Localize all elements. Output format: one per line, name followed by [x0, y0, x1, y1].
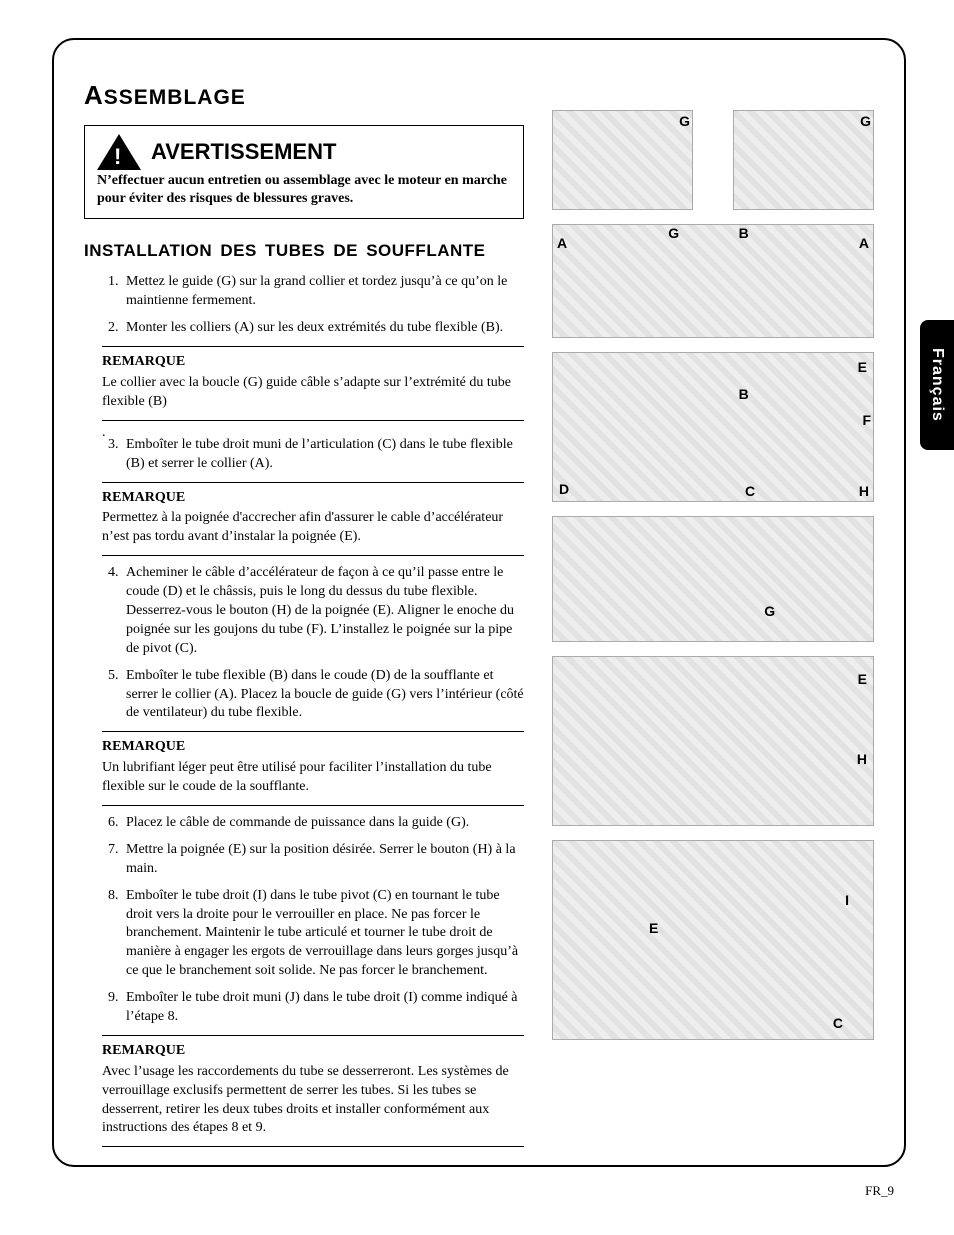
figure-4: G	[552, 516, 874, 642]
figure-label: H	[857, 751, 867, 767]
figure-column: G G A G B A B E F D C H G	[552, 80, 874, 1135]
language-side-tab: Français	[920, 320, 954, 450]
figure-3: B E F D C H	[552, 352, 874, 502]
steps-list-b: Emboîter le tube droit muni de l’articul…	[84, 436, 524, 474]
section-title: Assemblage	[84, 80, 524, 111]
figure-label: I	[845, 892, 849, 908]
step-6: Placez le câble de commande de puissance…	[122, 814, 524, 833]
figure-label: C	[833, 1015, 843, 1031]
note-4-body: Avec l’usage les raccordements du tube s…	[102, 1063, 524, 1139]
note-label: REMARQUE	[102, 353, 524, 372]
step-7: Mettre la poignée (E) sur la position dé…	[122, 841, 524, 879]
note-1-body: Le collier avec la boucle (G) guide câbl…	[102, 374, 524, 412]
figure-label: E	[858, 359, 867, 375]
note-1: REMARQUE Le collier avec la boucle (G) g…	[102, 346, 524, 421]
note-4: REMARQUE Avec l’usage les raccordements …	[102, 1035, 524, 1147]
step-9: Emboîter le tube droit muni (J) dans le …	[122, 989, 524, 1027]
warning-box: AVERTISSEMENT N’effectuer aucun entretie…	[84, 125, 524, 219]
figure-label: E	[649, 920, 658, 936]
steps-list-d: Placez le câble de commande de puissance…	[84, 814, 524, 1027]
step-8: Emboîter le tube droit (I) dans le tube …	[122, 887, 524, 981]
warning-triangle-icon	[97, 134, 141, 170]
note-2: REMARQUE Permettez à la poignée d'accrec…	[102, 482, 524, 557]
figure-1b: G	[733, 110, 874, 210]
continuation-dot: .	[102, 429, 524, 436]
figure-label: A	[859, 235, 869, 251]
figure-label: G	[764, 603, 775, 619]
warning-body: N’effectuer aucun entretien ou assemblag…	[97, 172, 511, 208]
page-frame: Assemblage AVERTISSEMENT N’effectuer auc…	[52, 38, 906, 1167]
text-column: Assemblage AVERTISSEMENT N’effectuer auc…	[84, 80, 524, 1135]
note-3-body: Un lubrifiant léger peut être utilisé po…	[102, 759, 524, 797]
step-1: Mettez le guide (G) sur la grand collier…	[122, 273, 524, 311]
page-number: FR_9	[865, 1183, 894, 1199]
note-label: REMARQUE	[102, 489, 524, 508]
figure-1a: G	[552, 110, 693, 210]
steps-list-c: Acheminer le câble d’accélérateur de faç…	[84, 564, 524, 723]
warning-header: AVERTISSEMENT	[97, 134, 511, 170]
steps-list-a: Mettez le guide (G) sur la grand collier…	[84, 273, 524, 338]
figure-label: B	[739, 386, 749, 402]
figure-label: H	[859, 483, 869, 499]
warning-title: AVERTISSEMENT	[151, 139, 336, 165]
figure-label: D	[559, 481, 569, 497]
figure-label: G	[679, 113, 690, 129]
step-3: Emboîter le tube droit muni de l’articul…	[122, 436, 524, 474]
figure-label: A	[557, 235, 567, 251]
figure-2: A G B A	[552, 224, 874, 338]
two-column-layout: Assemblage AVERTISSEMENT N’effectuer auc…	[84, 80, 874, 1135]
note-label: REMARQUE	[102, 1042, 524, 1061]
note-3: REMARQUE Un lubrifiant léger peut être u…	[102, 731, 524, 806]
figure-label: F	[862, 412, 871, 428]
subsection-title: INSTALLATION DES TUBES DE SOUFFLANTE	[84, 241, 524, 261]
figure-6: I E C	[552, 840, 874, 1040]
figure-label: G	[860, 113, 871, 129]
step-5: Emboîter le tube flexible (B) dans le co…	[122, 667, 524, 724]
figure-label: C	[745, 483, 755, 499]
figure-5: E H	[552, 656, 874, 826]
figure-1-row: G G	[552, 110, 874, 210]
figure-label: G	[668, 225, 679, 241]
note-label: REMARQUE	[102, 738, 524, 757]
note-2-body: Permettez à la poignée d'accrecher afin …	[102, 509, 524, 547]
figure-label: B	[739, 225, 749, 241]
step-4: Acheminer le câble d’accélérateur de faç…	[122, 564, 524, 658]
step-2: Monter les colliers (A) sur les deux ext…	[122, 319, 524, 338]
figure-label: E	[858, 671, 867, 687]
